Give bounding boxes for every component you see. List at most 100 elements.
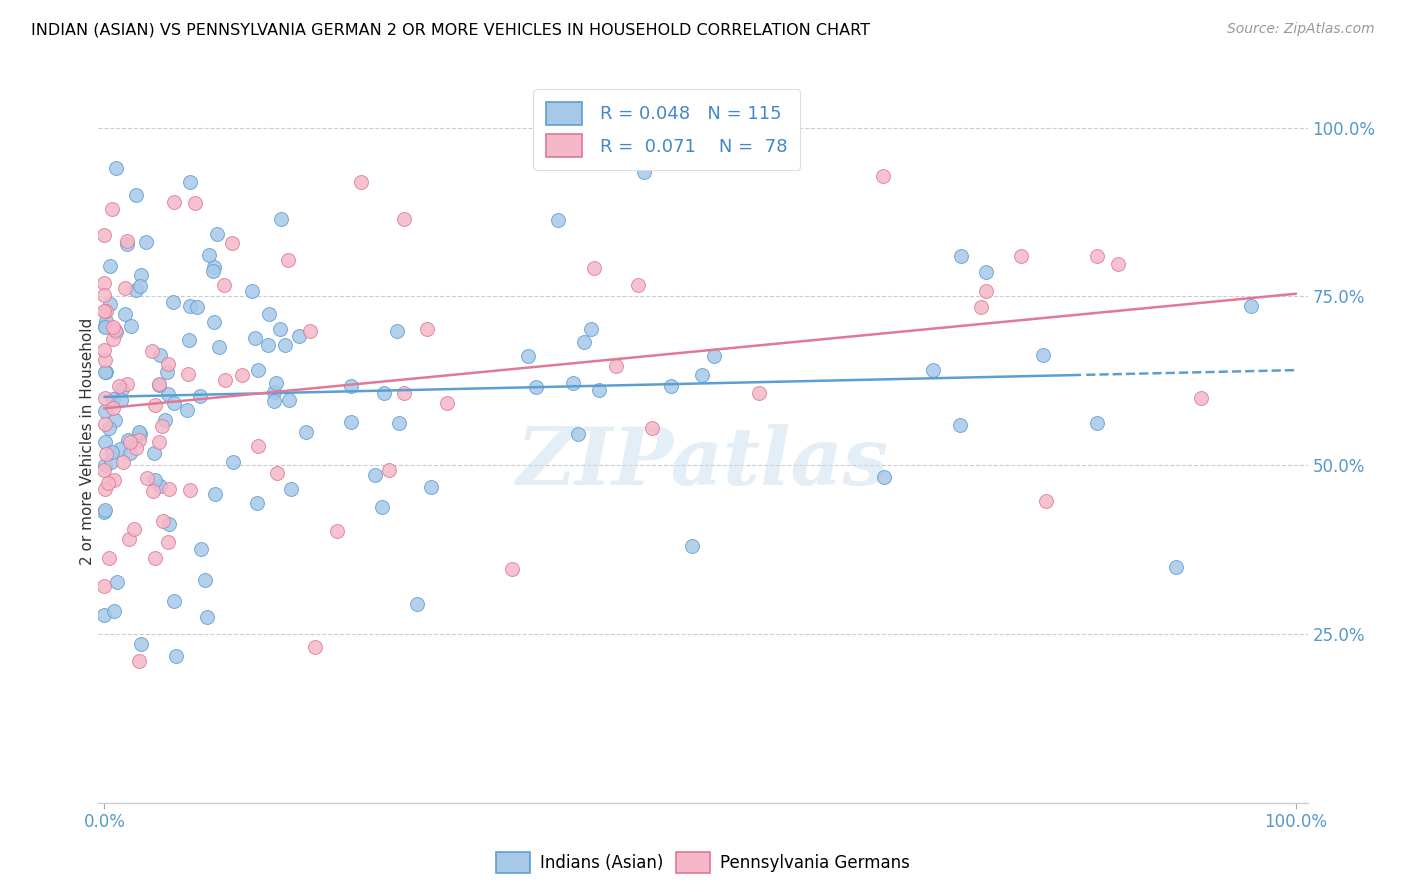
Point <box>690 368 713 382</box>
Point <box>101 401 124 416</box>
Point <box>103 604 125 618</box>
Point <box>419 480 441 494</box>
Point <box>222 455 245 469</box>
Point <box>122 522 145 536</box>
Point <box>633 165 655 179</box>
Point <box>98 297 121 311</box>
Point <box>124 187 146 202</box>
Point <box>163 194 186 209</box>
Point <box>156 365 179 379</box>
Point <box>186 300 208 314</box>
Point <box>98 420 121 434</box>
Point <box>202 260 225 274</box>
Point <box>93 579 115 593</box>
Point <box>202 264 225 278</box>
Point <box>94 352 117 367</box>
Point <box>93 403 115 417</box>
Point <box>93 303 115 318</box>
Point <box>188 389 211 403</box>
Point <box>378 463 401 477</box>
Point <box>135 235 157 249</box>
Point <box>1189 391 1212 405</box>
Point <box>131 636 153 650</box>
Point <box>129 279 152 293</box>
Point <box>93 462 115 476</box>
Point <box>101 202 124 217</box>
Point <box>1164 559 1187 574</box>
Point <box>204 487 226 501</box>
Point <box>93 503 115 517</box>
Point <box>370 500 392 515</box>
Point <box>148 435 170 450</box>
Point <box>142 484 165 499</box>
Point <box>273 338 295 352</box>
Point <box>108 442 131 456</box>
Point <box>93 505 115 519</box>
Point <box>150 418 173 433</box>
Point <box>149 348 172 362</box>
Y-axis label: 2 or more Vehicles in Household: 2 or more Vehicles in Household <box>80 318 94 566</box>
Point <box>163 395 186 409</box>
Point <box>562 376 585 390</box>
Point <box>247 438 270 452</box>
Point <box>129 268 152 282</box>
Point <box>115 234 138 248</box>
Point <box>115 377 138 392</box>
Point <box>120 434 142 449</box>
Point <box>93 391 115 405</box>
Point <box>626 277 648 292</box>
Point <box>198 248 221 262</box>
Point <box>117 433 139 447</box>
Point <box>190 541 212 556</box>
Point <box>605 359 627 374</box>
Point <box>120 319 142 334</box>
Point <box>202 316 225 330</box>
Point <box>176 368 198 382</box>
Point <box>1032 348 1054 362</box>
Point <box>349 175 371 189</box>
Point <box>152 514 174 528</box>
Point <box>581 322 603 336</box>
Point <box>681 539 703 553</box>
Point <box>1240 299 1263 313</box>
Point <box>263 385 285 400</box>
Point <box>659 378 682 392</box>
Point <box>103 332 125 346</box>
Point <box>194 573 217 587</box>
Point <box>277 253 299 268</box>
Point <box>184 196 207 211</box>
Point <box>118 446 141 460</box>
Point <box>583 261 606 276</box>
Point <box>115 237 138 252</box>
Point <box>128 425 150 439</box>
Point <box>162 294 184 309</box>
Point <box>98 259 121 273</box>
Point <box>142 445 165 459</box>
Point <box>205 227 228 241</box>
Point <box>98 550 121 565</box>
Text: Source: ZipAtlas.com: Source: ZipAtlas.com <box>1227 22 1375 37</box>
Point <box>392 385 415 400</box>
Point <box>93 287 115 301</box>
Point <box>1087 249 1109 263</box>
Point <box>339 379 361 393</box>
Point <box>240 284 263 298</box>
Point <box>280 482 302 496</box>
Point <box>94 365 117 379</box>
Point <box>93 482 115 496</box>
Point <box>179 483 201 498</box>
Point <box>104 323 127 337</box>
Point <box>93 608 115 623</box>
Point <box>326 524 349 538</box>
Point <box>135 471 157 485</box>
Point <box>872 169 894 183</box>
Point <box>221 235 243 250</box>
Text: ZIPatlas: ZIPatlas <box>517 425 889 502</box>
Point <box>104 161 127 175</box>
Point <box>976 265 998 279</box>
Point <box>128 426 150 441</box>
Point <box>524 380 547 394</box>
Point <box>922 363 945 377</box>
Point <box>748 386 770 401</box>
Point <box>156 535 179 549</box>
